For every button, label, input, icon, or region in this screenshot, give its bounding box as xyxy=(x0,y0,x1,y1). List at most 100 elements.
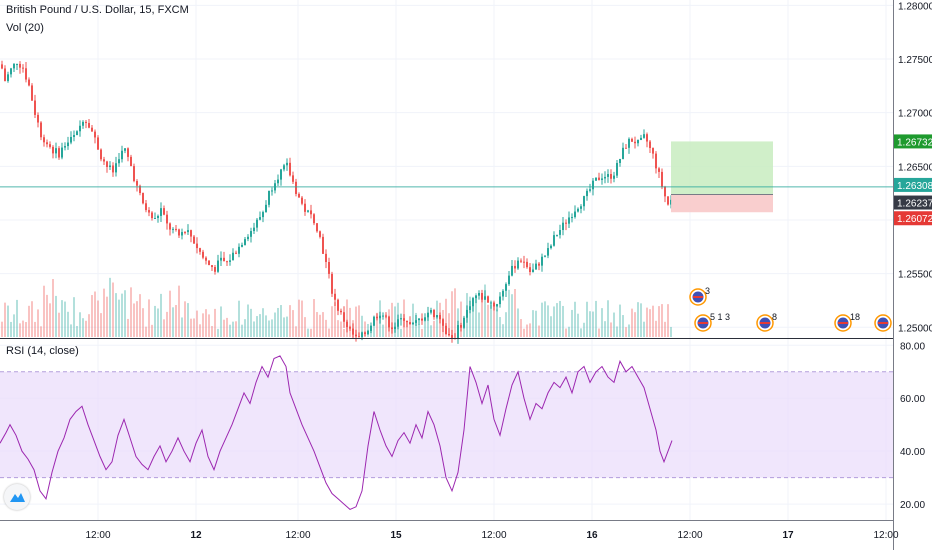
volume-bar xyxy=(301,300,303,337)
price-tick-label: 1.26500 xyxy=(898,162,932,173)
volume-bar xyxy=(661,304,663,337)
volume-bar xyxy=(190,318,192,337)
candle-body xyxy=(238,246,240,254)
volume-bar xyxy=(181,317,183,337)
candle-body xyxy=(340,310,342,313)
symbol-legend[interactable]: British Pound / U.S. Dollar, 15, FXCM xyxy=(6,4,189,16)
candle-body xyxy=(127,148,129,157)
volume-bar xyxy=(238,300,240,337)
volume-bar xyxy=(454,288,456,337)
candle-body xyxy=(391,327,393,330)
volume-bar xyxy=(274,312,276,337)
candle-body xyxy=(502,290,504,297)
candle-body xyxy=(364,332,366,335)
candle-body xyxy=(421,318,423,321)
candle-body xyxy=(106,161,108,167)
candle-body xyxy=(370,325,372,331)
volume-bar xyxy=(331,306,333,337)
candle-body xyxy=(22,67,24,69)
volume-bar xyxy=(448,313,450,337)
volume-bar xyxy=(580,328,582,337)
candle-body xyxy=(508,275,510,285)
volume-bar xyxy=(451,291,453,337)
volume-bar xyxy=(226,317,228,337)
candle-body xyxy=(367,330,369,335)
volume-bar xyxy=(13,314,15,337)
volume-bar xyxy=(295,326,297,337)
rsi-line xyxy=(0,355,673,510)
candle-body xyxy=(94,131,96,138)
candle-body xyxy=(358,336,360,338)
volume-bar xyxy=(634,312,636,337)
volume-bar xyxy=(436,300,438,337)
volume-bar xyxy=(202,313,204,337)
volume-bar xyxy=(118,299,120,337)
volume-bar xyxy=(91,295,93,337)
candle-body xyxy=(187,230,189,233)
candle-body xyxy=(523,261,525,263)
volume-bar xyxy=(670,326,672,337)
economic-events[interactable]: 3 5 1 3 8 18 xyxy=(689,286,892,332)
candle-body xyxy=(355,334,357,337)
volume-legend[interactable]: Vol (20) xyxy=(6,22,44,34)
volume-bar xyxy=(430,325,432,337)
candle-body xyxy=(439,315,441,320)
candle-body xyxy=(397,319,399,327)
candle-body xyxy=(607,174,609,177)
volume-bar xyxy=(232,321,234,337)
long-position-tool[interactable] xyxy=(671,141,773,213)
candle-body xyxy=(100,149,102,160)
price-tag-bg xyxy=(894,177,932,192)
volume-bar xyxy=(1,321,3,337)
candle-body xyxy=(466,309,468,318)
candle-body xyxy=(529,267,531,273)
volume-bar xyxy=(469,296,471,337)
candle-body xyxy=(457,325,459,338)
candle-body xyxy=(505,284,507,291)
candle-body xyxy=(52,146,54,154)
volume-bar xyxy=(115,293,117,337)
candle-body xyxy=(214,267,216,272)
volume-bar xyxy=(628,324,630,337)
volume-bar xyxy=(322,312,324,337)
candle-body xyxy=(220,257,222,261)
rsi-axis-labels[interactable]: 80.00 60.00 40.00 20.00 xyxy=(900,341,925,511)
price-axis-labels[interactable]: 1.280001.275001.270001.265001.260001.255… xyxy=(898,1,932,334)
candle-body xyxy=(667,196,669,205)
volume-bar xyxy=(307,328,309,337)
candle-body xyxy=(193,236,195,244)
candle-body xyxy=(268,190,270,205)
candle-body xyxy=(427,312,429,318)
price-candles[interactable] xyxy=(1,60,672,344)
volume-bar xyxy=(7,305,9,337)
target-zone xyxy=(671,141,773,195)
candle-body xyxy=(580,206,582,209)
candle-body xyxy=(622,147,624,159)
time-axis-labels[interactable]: 12:00 12 12:00 15 12:00 16 12:00 17 12:00 xyxy=(85,530,898,541)
volume-bar xyxy=(595,300,597,337)
candle-body xyxy=(463,317,465,328)
price-tag-label: 1.26308 xyxy=(897,181,932,192)
volume-bar xyxy=(532,310,534,337)
volume-bar xyxy=(4,302,6,337)
candle-body xyxy=(478,293,480,296)
volume-bar xyxy=(271,319,273,337)
rsi-legend[interactable]: RSI (14, close) xyxy=(6,345,79,357)
volume-bar xyxy=(286,316,288,337)
volume-bar xyxy=(412,303,414,337)
candle-body xyxy=(70,136,72,143)
volume-bar xyxy=(490,304,492,337)
candle-body xyxy=(430,309,432,313)
volume-bar xyxy=(124,290,126,337)
volume-bar xyxy=(664,321,666,337)
volume-bar xyxy=(574,301,576,337)
price-tag-label: 1.26072 xyxy=(897,214,932,225)
candle-body xyxy=(637,139,639,144)
candle-body xyxy=(88,123,90,128)
volume-bar xyxy=(25,322,27,337)
volume-bar xyxy=(211,326,213,337)
volume-bar xyxy=(358,305,360,337)
candle-body xyxy=(73,135,75,137)
tradingview-logo-icon[interactable] xyxy=(4,484,30,510)
